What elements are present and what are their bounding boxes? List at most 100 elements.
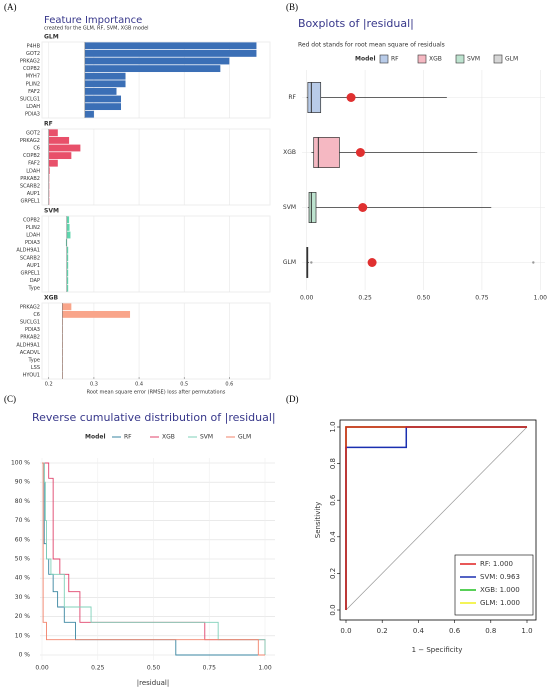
bar: [66, 216, 70, 224]
y-tick-label: 1.0: [329, 421, 337, 432]
x-tick-label: 0.8: [485, 627, 496, 635]
y-tick-label: 0.8: [329, 458, 337, 469]
bar-label: PRKAG2: [20, 304, 40, 310]
facet-title: GLM: [44, 34, 59, 41]
bar: [84, 95, 122, 103]
x-tick-label: 0.2: [377, 627, 388, 635]
y-tick-label: GLM: [283, 259, 296, 266]
bar-label: FAF2: [28, 89, 40, 95]
facet-title: XGB: [44, 295, 59, 302]
legend-label: RF: [391, 56, 399, 63]
outlier: [532, 261, 535, 264]
legend-label: RF: [124, 434, 132, 441]
bar-label: ALDH9A1: [16, 248, 40, 254]
bar: [66, 254, 69, 262]
bar-label: SUCLG1: [20, 97, 40, 103]
legend-title: Model: [85, 434, 106, 441]
bar: [84, 72, 126, 80]
bar: [62, 303, 72, 311]
x-tick-label: 1.00: [534, 295, 548, 302]
outlier: [310, 261, 313, 264]
bar-label: GOT2: [26, 51, 40, 57]
bar-label: PRKAB2: [20, 176, 40, 182]
x-tick-label: 1.0: [521, 627, 532, 635]
bar: [66, 269, 69, 277]
rmse-dot: [358, 203, 368, 212]
y-tick-label: XGB: [283, 149, 296, 156]
bar: [65, 239, 67, 247]
y-tick-label: 80 %: [15, 498, 31, 505]
chart-title: Feature Importance: [44, 15, 142, 26]
bar-label: LDAH: [26, 104, 40, 110]
y-tick-label: 40 %: [15, 575, 31, 582]
bar-label: Type: [28, 286, 40, 292]
bar-label: PRKAG2: [20, 59, 40, 65]
bar-label: PDIA3: [25, 112, 40, 118]
legend-label: SVM: [200, 434, 213, 441]
legend-label: GLM: 1.000: [480, 599, 520, 607]
facet-background: [41, 215, 271, 293]
bar-label: DAP: [30, 278, 40, 284]
box: [313, 137, 340, 168]
bar: [66, 231, 71, 239]
x-tick-label: 0.5: [180, 382, 188, 388]
bar: [84, 80, 126, 88]
box: [308, 192, 317, 223]
bar: [48, 159, 58, 167]
x-tick-label: 0.4: [413, 627, 425, 635]
chart-title: Boxplots of |residual|: [298, 17, 414, 30]
bar-label: PDIA3: [25, 240, 40, 246]
x-tick-label: 0.75: [203, 665, 217, 672]
y-tick-label: 0.4: [329, 531, 337, 543]
bar-label: C6: [33, 146, 40, 152]
bar-label: PDIA3: [25, 327, 40, 333]
legend-swatch: [493, 54, 503, 64]
x-axis-label: |residual|: [137, 679, 169, 687]
x-tick-label: 1.00: [258, 665, 272, 672]
y-tick-label: 50 %: [15, 556, 31, 563]
roc-curve: [345, 426, 527, 610]
bar-label: GRPEL1: [21, 271, 41, 277]
chart-subtitle: created for the GLM, RF, SVM, XGB model: [44, 26, 149, 32]
x-tick-label: 0.50: [147, 665, 161, 672]
bar-label: SCARB2: [20, 255, 40, 261]
bar: [48, 144, 81, 152]
chart-title: Reverse cumulative distribution of |resi…: [32, 411, 276, 424]
x-tick-label: 0.6: [449, 627, 461, 635]
x-tick-label: 0.2: [45, 382, 53, 388]
bar-label: HYOU1: [23, 373, 40, 379]
legend-label: GLM: [238, 434, 251, 441]
y-tick-label: 0.2: [329, 568, 337, 579]
y-tick-label: 0.6: [329, 494, 337, 506]
legend-label: SVM: [467, 56, 480, 63]
legend-swatch: [417, 54, 427, 64]
panel-label: (D): [286, 394, 299, 404]
legend-label: XGB: 1.000: [480, 586, 520, 594]
bar: [84, 103, 122, 111]
rmse-dot: [367, 258, 377, 267]
bar-label: SCARB2: [20, 184, 40, 190]
bar: [62, 310, 131, 318]
bar: [66, 261, 69, 269]
bar: [84, 57, 230, 65]
bar: [84, 110, 94, 118]
y-tick-label: 0 %: [19, 652, 31, 659]
y-tick-label: 20 %: [15, 613, 31, 620]
chart-subtitle: Red dot stands for root mean square of r…: [298, 42, 445, 49]
bar-label: COPB2: [23, 66, 40, 72]
legend-label: RF: 1.000: [480, 560, 513, 568]
bar-label: AUP1: [27, 263, 40, 269]
box: [307, 82, 322, 113]
bar: [48, 136, 70, 144]
panel-label: (C): [4, 394, 16, 404]
rmse-dot: [355, 148, 365, 157]
plot-frame: [339, 419, 537, 621]
legend-label: SVM: 0.963: [480, 573, 520, 581]
legend-label: XGB: [162, 434, 175, 441]
bar-label: GOT2: [26, 130, 40, 136]
bar-label: C6: [33, 312, 40, 318]
legend-label: GLM: [505, 56, 518, 63]
bar: [48, 129, 58, 137]
bar-label: SUCLG1: [20, 320, 40, 326]
